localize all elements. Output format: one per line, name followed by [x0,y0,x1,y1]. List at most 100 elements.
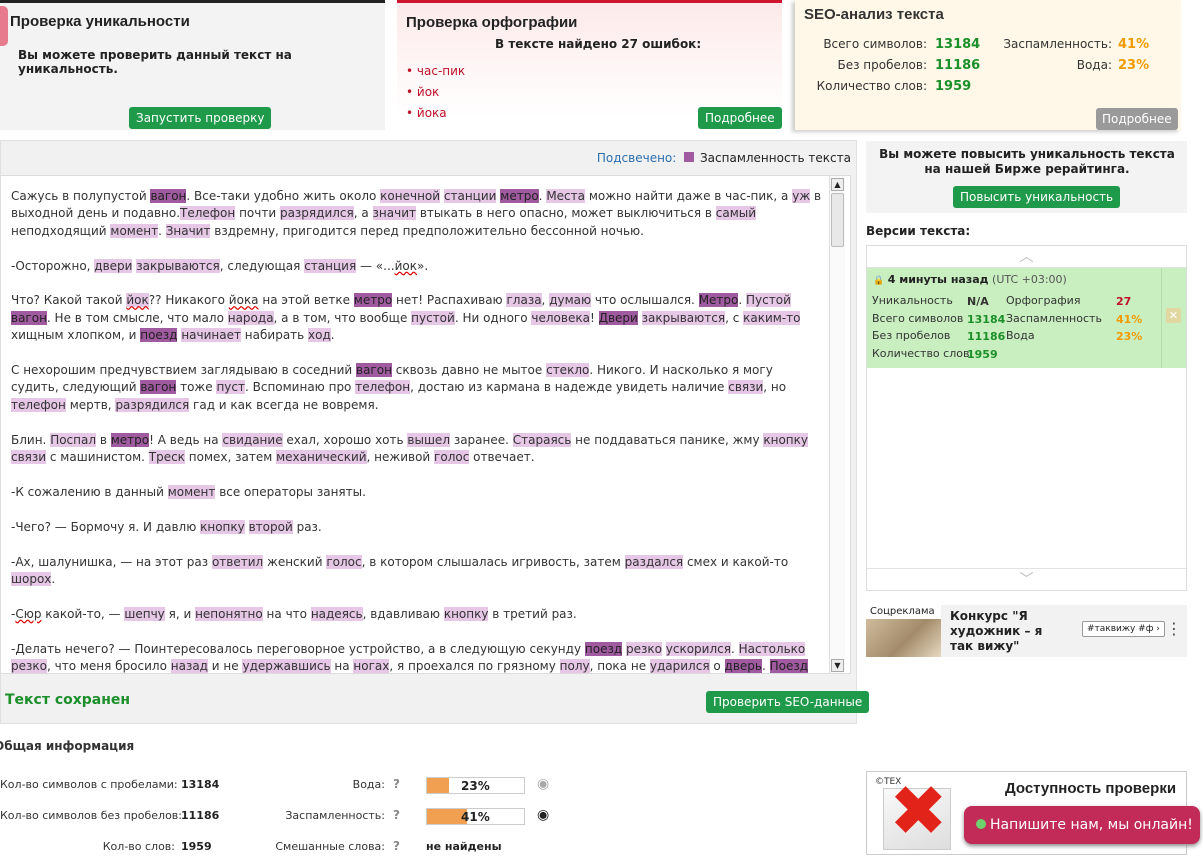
chat-label: Напишите нам, мы онлайн! [990,817,1193,833]
version-value: 41% [1116,312,1143,326]
spelling-error-item[interactable]: • час-пик [406,64,466,78]
help-icon[interactable]: ? [393,777,400,791]
cross-icon: ✖ [889,770,948,852]
version-value: 11186 [967,330,1006,343]
help-icon[interactable]: ? [393,808,400,822]
chat-button[interactable]: Напишите нам, мы онлайн! [964,806,1200,844]
version-item[interactable]: 🔒 4 минуты назад (UTC +03:00) Уникальнос… [867,268,1186,368]
spelling-details-button[interactable]: Подробнее [698,107,782,129]
ad-title: Конкурс "Я художник – я так вижу" [950,609,1043,653]
spelling-title: Проверка орфографии [406,14,578,31]
seo-label: Вода: [1076,58,1112,72]
uniqueness-title: Проверка уникальности [10,13,190,30]
version-right-values: 27 41% 23% [1116,293,1142,346]
eye-icon[interactable]: ◉ [537,776,550,792]
boost-panel: Вы можете повысить уникальность текста н… [866,141,1187,213]
seo-label: Без пробелов: [837,58,927,72]
seo-value: 41% [1118,37,1150,52]
seo-values: 13184 11186 1959 [935,34,980,97]
seo-details-button[interactable]: Подробнее [1096,108,1178,130]
eye-icon[interactable]: ◉ [537,807,550,823]
uniqueness-desc: Вы можете проверить данный текст на уник… [18,48,292,76]
text-saved-status: Текст сохранен [5,692,131,708]
version-label: Без пробелов [872,329,951,342]
seo-value: 23% [1118,58,1150,73]
version-left-values: N/A 13184 11186 1959 [967,293,1005,363]
spelling-error-item[interactable]: • йок [406,85,440,99]
highlight-label: Подсвечено: [596,151,677,165]
version-label: Орфография [1006,294,1081,307]
version-value: 1959 [967,347,998,361]
logo: ©ТЕХ [875,777,902,787]
general-label: Кол-во символов без пробелов: [0,809,182,822]
version-time: 4 минуты назад [887,273,989,286]
scroll-up-icon[interactable]: ▲ [831,178,844,191]
versions-list: ︿ 🔒 4 минуты назад (UTC +03:00) Уникальн… [866,245,1187,591]
version-header: 🔒 4 минуты назад (UTC +03:00) [873,273,1067,286]
version-label: Уникальность [872,294,953,307]
ad-button[interactable]: #таквижу #ф › [1082,621,1165,637]
spam-bar-fill [427,809,467,824]
version-label: Заспамленность [1006,311,1102,325]
general-value: 11186 [181,809,220,822]
lock-icon: 🔒 [873,276,885,286]
general-info-title: Общая информация [0,739,135,753]
version-left-labels: Уникальность Всего символов Без пробелов… [872,292,969,362]
run-check-button[interactable]: Запустить проверку [129,107,272,129]
more-vertical-icon[interactable]: ⋮ [1166,619,1182,638]
spelling-error-item[interactable]: • йока [406,106,447,120]
version-timezone: (UTC +03:00) [992,273,1067,286]
version-value: 13184 [967,312,1006,326]
document-image [883,788,951,850]
general-label: Кол-во символов с пробелами: [0,778,178,791]
seo-labels: Всего символов: Без пробелов: Количество… [815,34,927,97]
spam-color-swatch [684,152,695,162]
seo-value: 11186 [935,58,981,73]
boost-button[interactable]: Повысить уникальность [953,186,1121,208]
text-content[interactable]: Сажусь в полупустой вагон. Все-таки удоб… [0,175,851,674]
version-label: Всего символов [872,311,964,325]
seo-value: 1959 [935,79,972,94]
seo-labels-2: Заспамленность: Вода: [1000,34,1112,76]
highlight-legend-text: Заспамленность текста [699,151,851,165]
water-value: 23% [461,779,490,793]
versions-title: Версии текста: [866,224,971,238]
scroll-down-icon[interactable]: ▼ [831,659,844,672]
text-scrollbar[interactable]: ▲ ▼ [829,176,845,673]
chevron-up-icon[interactable]: ︿ [867,246,1186,268]
scroll-thumb[interactable] [831,193,844,247]
mixed-words-label: Смешанные слова: [275,840,385,853]
close-icon[interactable]: ✕ [1166,308,1181,323]
seo-title: SEO-анализ текста [804,6,944,23]
general-value: 1959 [181,840,212,853]
version-label: Количество слов [872,346,970,360]
check-seo-button[interactable]: Проверить SEO-данные [706,691,870,713]
spelling-panel: Проверка орфографии В тексте найдено 27 … [397,0,782,130]
availability-title: Доступность проверки [1005,780,1177,797]
ad-button-label: #таквижу #ф [1087,624,1154,634]
general-label: Кол-во слов: [102,840,175,853]
social-ad[interactable]: Соцреклама Конкурс "Я художник – я так в… [866,605,1187,657]
seo-label: Заспамленность: [1003,37,1112,51]
version-value: 27 [1116,295,1132,308]
help-icon[interactable]: ? [393,839,400,853]
mixed-words-value: не найдены [426,840,502,853]
version-right-labels: Орфография Заспамленность Вода [1006,292,1102,345]
seo-label: Всего символов: [823,37,927,51]
seo-value: 13184 [935,37,981,52]
version-label: Вода [1006,329,1035,342]
panel-edge-marker [0,6,8,46]
seo-label: Количество слов: [816,79,927,93]
version-value: N/A [967,295,989,308]
spam-value: 41% [461,810,490,824]
spam-label: Заспамленность: [285,809,385,822]
spelling-found: В тексте найдено 27 ошибок: [495,37,702,51]
text-body: Сажусь в полупустой вагон. Все-таки удоб… [1,176,850,673]
version-value: 23% [1116,330,1143,343]
uniqueness-panel: Проверка уникальности Вы можете проверит… [0,0,385,130]
water-label: Вода: [352,778,385,791]
spam-bar: 41% [426,808,525,825]
chevron-down-icon[interactable]: ﹀ [867,568,1186,590]
seo-values-2: 41% 23% [1118,34,1149,76]
spelling-error-list: • час-пик • йок • йока [406,61,465,124]
